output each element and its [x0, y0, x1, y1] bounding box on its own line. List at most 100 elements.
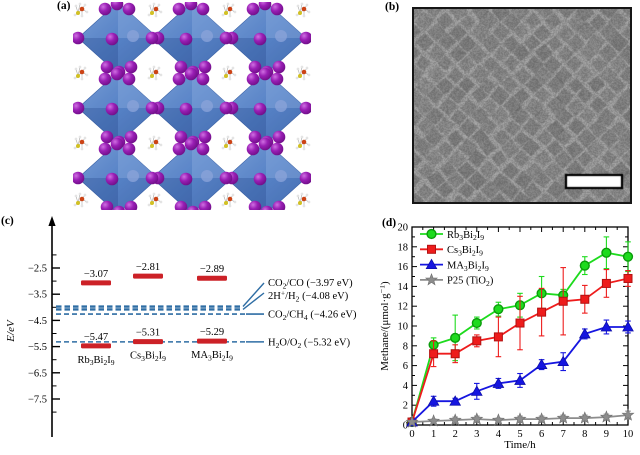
nitrogen-atom	[76, 144, 80, 148]
hydrogen-atom	[297, 138, 299, 140]
y-tick-label: 8	[403, 341, 408, 352]
iodine-atom	[99, 3, 112, 16]
iodine-atom	[271, 73, 284, 86]
carbon-atom	[302, 197, 307, 202]
carbon-atom	[154, 197, 159, 202]
iodine-atom	[111, 68, 124, 81]
iodine-atom	[247, 73, 260, 86]
carbon-atom	[154, 140, 159, 145]
iodine-atom	[123, 143, 136, 156]
hydrogen-atom	[232, 194, 234, 196]
hydrogen-atom	[155, 78, 157, 80]
hydrogen-atom	[234, 11, 236, 13]
y-tick-label: −6.5	[28, 368, 47, 379]
hydrogen-atom	[74, 147, 76, 149]
hydrogen-atom	[75, 138, 77, 140]
iodine-atom	[273, 61, 286, 74]
nitrogen-atom	[224, 144, 228, 148]
y-tick-label: 4	[403, 381, 409, 392]
methylammonium-molecule	[296, 3, 310, 17]
y-tick-label: 12	[398, 302, 409, 313]
y-axis: −2.5 −3.5 −4.5 −5.5 −6.5 −7.5	[28, 216, 60, 437]
panel-b-label: (b)	[385, 1, 399, 13]
iodine-atom	[259, 68, 272, 81]
energy-level-bar	[197, 276, 227, 281]
iodine-atom	[271, 143, 284, 156]
hydrogen-atom	[234, 201, 236, 203]
figure: (a) (b) (c) (d) −2.5 −3.5 −4.5 −5.5 −6.5 −7.5…	[0, 0, 640, 455]
methylammonium-molecule	[148, 193, 162, 207]
material-label: Cs3Bi2I9	[130, 351, 166, 363]
methylammonium-molecule	[74, 3, 88, 17]
carbon-atom	[154, 7, 159, 12]
panel-d-line-chart: 0 1 2 3 4 5 6 7 8 9 1002468101214161820Time/hMetha…	[380, 215, 640, 455]
hydrogen-atom	[308, 74, 310, 76]
y-tick-label: 2	[403, 401, 408, 412]
iodine-atom	[180, 173, 193, 186]
y-axis-title: Methane/(μmol·g−1)	[380, 281, 391, 371]
methylammonium-molecule	[222, 3, 236, 17]
y-tick-label: 18	[398, 242, 409, 253]
y-tick-label: −7.5	[28, 395, 47, 406]
square-marker	[494, 333, 502, 341]
iodine-atom	[247, 3, 260, 16]
hydrogen-atom	[297, 5, 299, 7]
hydrogen-atom	[86, 201, 88, 203]
iodine-atom	[180, 103, 193, 116]
hydrogen-atom	[160, 144, 162, 146]
hydrogen-atom	[232, 67, 234, 69]
hydrogen-atom	[81, 205, 83, 207]
x-tick-label: 10	[623, 429, 634, 440]
hydrogen-atom	[303, 205, 305, 207]
bismuth-atom	[275, 100, 287, 112]
iodine-atom	[123, 73, 136, 86]
carbon-atom	[80, 70, 85, 75]
material-levels-1: −3.07−5.47Rb3Bi2I9	[77, 269, 114, 367]
methylammonium-molecule	[148, 66, 162, 80]
hydrogen-atom	[86, 11, 88, 13]
hydrogen-atom	[153, 193, 155, 195]
hydrogen-atom	[75, 5, 77, 7]
hydrogen-atom	[148, 77, 150, 79]
legend-label: Rb3Bi2I9	[447, 230, 484, 242]
hydrogen-atom	[223, 138, 225, 140]
bismuth-atom	[275, 30, 287, 42]
iodine-atom	[106, 103, 119, 116]
hydrogen-atom	[296, 204, 298, 206]
hydrogen-atom	[308, 144, 310, 146]
x-tick-label: 2	[453, 429, 458, 440]
carbon-atom	[154, 70, 159, 75]
iodine-atom	[99, 143, 112, 156]
iodine-atom	[197, 3, 210, 16]
hydrogen-atom	[74, 204, 76, 206]
hydrogen-atom	[158, 137, 160, 139]
bismuth-atom	[201, 170, 213, 182]
iodine-atom	[146, 172, 159, 185]
x-tick-label: 9	[604, 429, 609, 440]
hydrogen-atom	[303, 78, 305, 80]
bismuth-atom	[127, 100, 139, 112]
iodine-atom	[197, 143, 210, 156]
series-2	[408, 268, 632, 426]
iodine-atom	[106, 173, 119, 186]
hydrogen-atom	[306, 137, 308, 139]
hydrogen-atom	[229, 78, 231, 80]
methylammonium-molecule	[222, 66, 236, 80]
hydrogen-atom	[229, 148, 231, 150]
square-marker	[624, 274, 632, 282]
iodine-atom	[254, 103, 267, 116]
iodine-atom	[197, 73, 210, 86]
iodine-atom	[173, 3, 186, 16]
legend: Rb3Bi2I9 Cs3Bi2I9 MA3Bi2I9 P25 (TiO2)	[420, 230, 494, 289]
nitrogen-atom	[76, 11, 80, 15]
redox-pointer-lines: CO2/CO (−3.97 eV)2H+/H2 (−4.08 eV)	[243, 278, 353, 309]
nitrogen-atom	[76, 201, 80, 205]
hydrogen-atom	[84, 4, 86, 6]
circle-marker	[494, 305, 503, 314]
x-tick-label: 8	[582, 429, 587, 440]
carbon-atom	[302, 70, 307, 75]
legend-label: P25 (TiO2)	[447, 276, 494, 288]
redox-label: CO2/CH4 (−4.26 eV)	[268, 310, 357, 322]
hydrogen-atom	[301, 136, 303, 138]
hydrogen-atom	[234, 144, 236, 146]
